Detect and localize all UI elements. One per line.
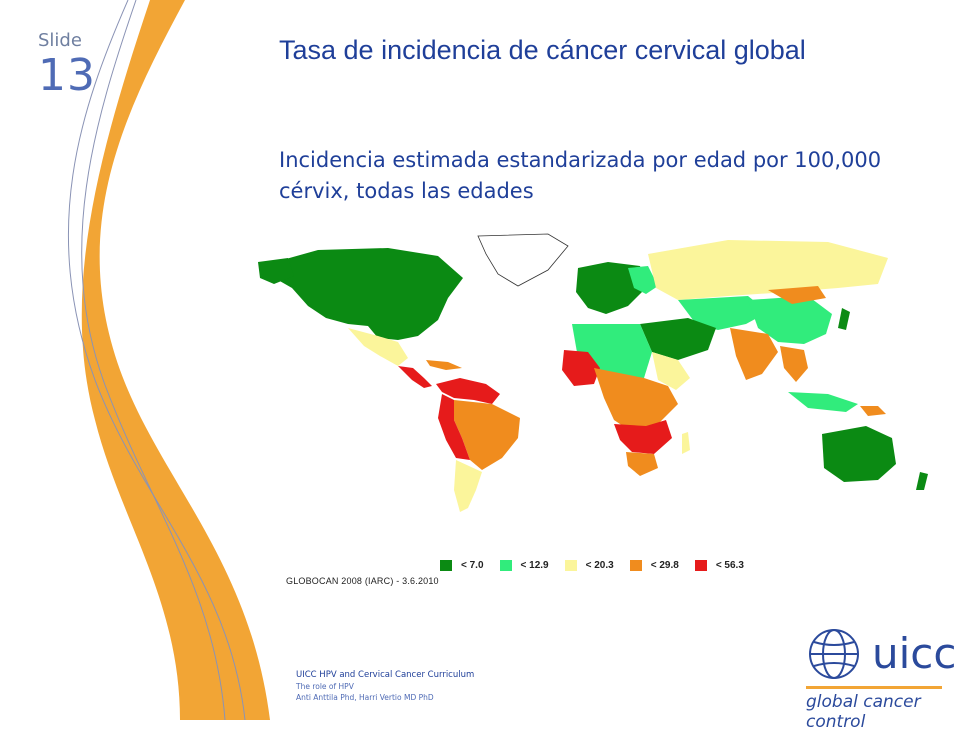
legend-swatch-0 xyxy=(440,559,452,571)
legend-item-2: < 20.3 xyxy=(564,558,614,572)
region-caribbean xyxy=(426,360,462,370)
region-png xyxy=(860,406,886,416)
region-mongolia xyxy=(768,286,826,304)
slide-number: 13 xyxy=(38,50,96,101)
footer-line-2: The role of HPV xyxy=(296,682,354,691)
region-china xyxy=(748,296,832,344)
region-horn-africa xyxy=(652,352,690,390)
map-source: GLOBOCAN 2008 (IARC) - 3.6.2010 xyxy=(286,576,439,586)
world-incidence-map xyxy=(258,233,928,512)
logo-tagline: global cancer control xyxy=(806,692,921,732)
region-russia xyxy=(648,240,888,300)
logo-wordmark: uicc xyxy=(872,629,957,678)
slide-label: Slide xyxy=(38,30,82,51)
map-legend: < 7.0 < 12.9 < 20.3 < 29.8 < 56.3 xyxy=(440,558,760,572)
uicc-globe-icon xyxy=(809,629,859,679)
legend-label-1: < 12.9 xyxy=(520,559,549,571)
region-greenland xyxy=(477,233,569,287)
legend-swatch-2 xyxy=(564,559,577,571)
region-middle-east xyxy=(640,318,716,360)
legend-label-4: < 56.3 xyxy=(715,559,744,571)
thin-curve-1 xyxy=(67,0,246,720)
region-southern-africa-red xyxy=(614,420,672,454)
region-north-america xyxy=(268,248,463,340)
region-central-america xyxy=(398,366,432,388)
region-india xyxy=(730,328,778,380)
region-mexico xyxy=(348,328,408,366)
region-south-america-north xyxy=(436,378,500,404)
region-brazil xyxy=(454,400,520,470)
logo-rule xyxy=(806,686,942,689)
region-new-zealand xyxy=(916,472,928,490)
footer-line-1: UICC HPV and Cervical Cancer Curriculum xyxy=(296,670,475,680)
legend-label-3: < 29.8 xyxy=(650,559,679,571)
region-europe xyxy=(576,262,648,314)
page-title: Tasa de incidencia de cáncer cervical gl… xyxy=(279,35,806,65)
legend-item-0: < 7.0 xyxy=(440,558,484,572)
region-indonesia xyxy=(788,392,858,412)
region-central-asia xyxy=(678,296,768,330)
region-madagascar xyxy=(682,432,690,454)
legend-label-0: < 7.0 xyxy=(461,559,484,571)
region-eastern-europe xyxy=(628,266,658,294)
decorative-orange-band xyxy=(67,0,270,720)
region-southern-cone xyxy=(454,460,482,512)
thin-curve-2 xyxy=(81,0,226,720)
legend-item-1: < 12.9 xyxy=(499,558,549,572)
region-japan xyxy=(838,308,850,330)
region-alaska xyxy=(258,258,294,284)
legend-swatch-1 xyxy=(499,559,512,571)
region-south-africa xyxy=(626,452,658,476)
legend-item-4: < 56.3 xyxy=(694,558,744,572)
region-andean xyxy=(438,394,470,460)
footer: UICC HPV and Cervical Cancer Curriculum … xyxy=(296,670,474,703)
region-west-africa xyxy=(562,350,600,386)
legend-swatch-3 xyxy=(629,559,642,571)
legend-swatch-4 xyxy=(694,559,707,571)
legend-item-3: < 29.8 xyxy=(629,558,679,572)
page-subtitle: Incidencia estimada estandarizada por ed… xyxy=(279,148,882,203)
region-se-asia xyxy=(780,346,808,382)
footer-line-3: Anti Anttila Phd, Harri Vertio MD PhD xyxy=(296,693,434,702)
legend-label-2: < 20.3 xyxy=(585,559,614,571)
orange-swoosh xyxy=(81,0,270,720)
region-australia xyxy=(822,426,896,482)
region-central-africa xyxy=(594,368,678,432)
